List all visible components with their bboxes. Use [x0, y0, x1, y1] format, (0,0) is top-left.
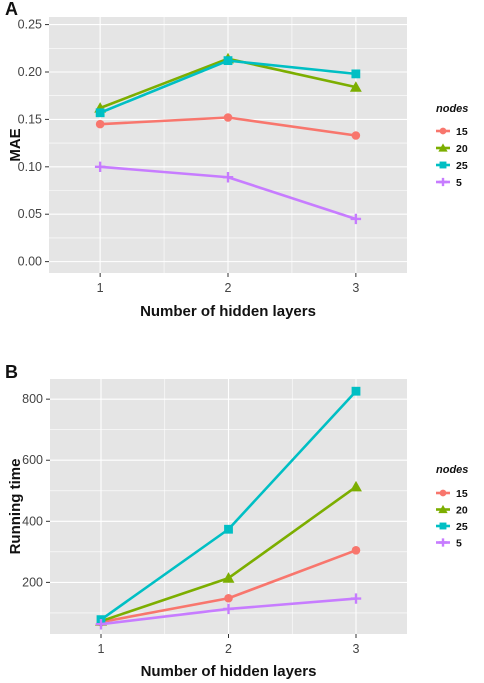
x-tick-label: 3	[352, 281, 359, 295]
panel-b: 200 400 600 800 1 2 3 Number of hidden layers Ru…	[7, 379, 468, 680]
y-tick-label: 600	[22, 453, 43, 467]
data-point-5	[350, 213, 362, 225]
data-point-25	[95, 108, 105, 118]
data-point-25	[351, 69, 361, 79]
data-point-15	[223, 113, 233, 122]
legend-label: 20	[456, 143, 468, 155]
legend-label: 25	[456, 160, 468, 172]
y-tick-label: 0.05	[18, 207, 42, 221]
data-point-15	[351, 546, 361, 555]
y-axis-title: MAE	[7, 128, 24, 161]
x-tick-label: 2	[225, 281, 232, 295]
x-axis-title: Number of hidden layers	[141, 663, 317, 680]
y-tick-label: 0.15	[18, 112, 42, 126]
data-point-25	[224, 524, 233, 534]
y-tick-label: 0.20	[18, 65, 42, 79]
legend-key-marker	[438, 504, 448, 514]
legend-key-marker	[438, 143, 448, 152]
legend-title: nodes	[436, 103, 468, 115]
legend-label: 15	[456, 488, 468, 500]
data-point-5	[95, 619, 107, 630]
legend-title: nodes	[436, 464, 468, 476]
data-point-5	[350, 593, 362, 604]
legend-label: 15	[456, 126, 468, 138]
data-point-15	[351, 131, 361, 140]
data-point-15	[95, 119, 105, 129]
legend-key-marker	[438, 538, 448, 547]
y-tick-label: 800	[22, 392, 43, 406]
data-point-20	[349, 81, 362, 92]
panel-label-a: A	[5, 0, 18, 19]
data-point-5	[223, 603, 234, 615]
legend-key-marker	[439, 489, 447, 497]
y-tick-label: 400	[22, 514, 43, 528]
legend-label: 5	[456, 177, 462, 189]
legend-label: 20	[456, 505, 468, 517]
legend-key-marker	[439, 522, 447, 530]
data-point-20	[350, 480, 362, 492]
x-tick-label: 1	[98, 642, 105, 656]
data-point-25	[351, 386, 361, 396]
panel-label-b: B	[5, 362, 18, 382]
legend-key-marker	[439, 127, 447, 135]
data-point-5	[94, 161, 106, 173]
data-point-5	[222, 172, 234, 183]
legend-label: 5	[456, 538, 462, 550]
data-point-25	[223, 56, 233, 66]
x-axis-title: Number of hidden layers	[140, 303, 316, 320]
legend-label: 25	[456, 521, 468, 533]
data-point-15	[224, 593, 233, 603]
y-tick-label: 200	[22, 575, 43, 589]
y-axis-title: Running time	[7, 459, 24, 555]
y-tick-label: 0.10	[18, 160, 42, 174]
x-tick-label: 3	[353, 642, 360, 656]
panel-a: 0.00 0.05 0.10 0.15 0.20 0.25 1 2 3 Number of hid…	[7, 17, 468, 320]
y-tick-label: 0.25	[18, 18, 42, 32]
x-tick-label: 2	[225, 642, 232, 656]
data-point-20	[222, 572, 235, 583]
legend-key-marker	[438, 177, 448, 187]
x-tick-label: 1	[97, 281, 104, 295]
y-tick-label: 0.00	[18, 255, 42, 269]
legend-key-marker	[439, 161, 447, 169]
